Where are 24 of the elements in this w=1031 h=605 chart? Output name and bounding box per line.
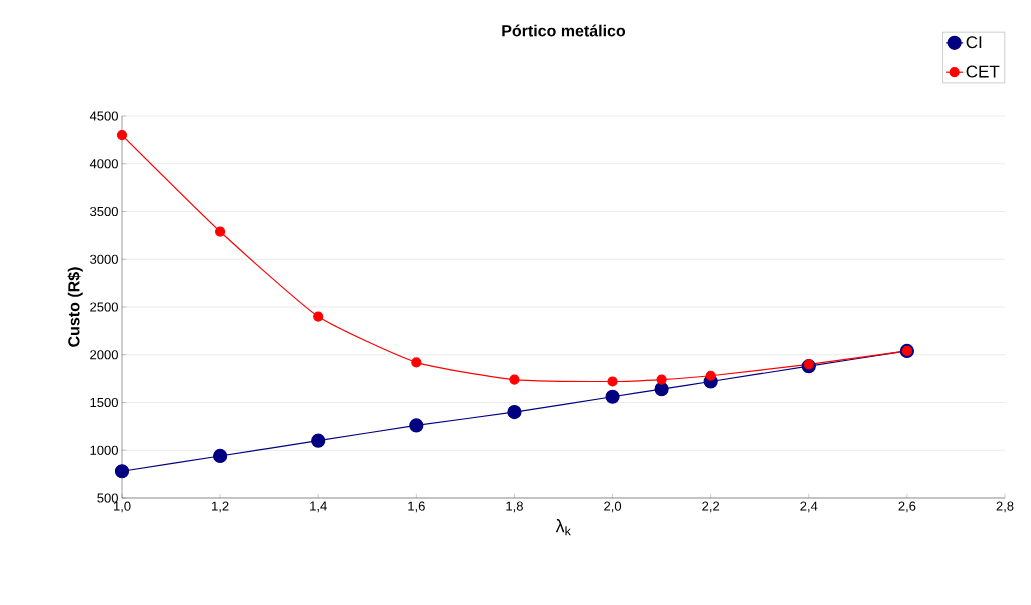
y-tick-label: 500 xyxy=(97,493,118,503)
y-tick-label: 2500 xyxy=(90,302,118,312)
x-tick-label: 2,2 xyxy=(702,501,720,513)
x-tick-label: 2,8 xyxy=(996,501,1014,513)
x-tick-label: 2,0 xyxy=(604,501,622,513)
y-tick-label: 4000 xyxy=(89,159,118,169)
x-tick-label: 1,4 xyxy=(310,501,327,513)
y-tick-label: 4500 xyxy=(89,111,118,121)
y-tick-label: 2000 xyxy=(90,350,118,360)
y-tick-label: 3500 xyxy=(90,206,118,217)
x-tick-label: 1,6 xyxy=(408,501,425,513)
x-axis-title: λ$_{k}$ xyxy=(555,519,571,536)
y-tick-label: 3000 xyxy=(90,254,118,264)
y-axis-title: Custo (R$) xyxy=(67,267,83,347)
legend-label: CET xyxy=(966,65,1000,78)
x-tick-label: 1,0 xyxy=(113,501,131,513)
x-tick-label: 2,4 xyxy=(800,501,818,513)
y-tick-label: 1000 xyxy=(90,445,118,455)
legend-label: CI xyxy=(966,36,982,49)
chart-title: Pórtico metálico xyxy=(502,24,626,37)
x-tick-label: 2,6 xyxy=(898,501,916,513)
y-tick-label: 1500 xyxy=(90,397,118,408)
x-tick-label: 1,2 xyxy=(212,501,229,513)
x-tick-label: 1,8 xyxy=(506,501,523,513)
